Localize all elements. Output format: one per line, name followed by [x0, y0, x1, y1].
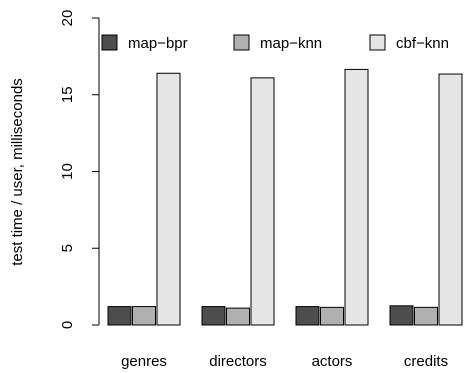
bar-credits-2: [414, 306, 438, 326]
x-tick-label: actors: [312, 353, 353, 370]
bars: [107, 68, 463, 326]
y-tick-label: 15: [59, 86, 76, 103]
bar-directors-2: [226, 307, 250, 326]
y-tick-label: 5: [59, 244, 76, 252]
legend-label: map−bpr: [128, 35, 188, 52]
y-tick-label: 0: [59, 321, 76, 329]
legend-label: map−knn: [260, 35, 322, 52]
bar-credits-1: [389, 305, 414, 326]
x-tick-label: directors: [209, 353, 267, 370]
x-tick-label: genres: [121, 353, 167, 370]
legend-swatch: [101, 34, 118, 51]
bar-genres-3: [156, 72, 181, 326]
x-tick-labels: genres directors actors credits: [121, 353, 448, 370]
bar-directors-1: [201, 306, 226, 326]
y-axis-label: test time / user, milliseconds: [9, 78, 26, 266]
y-tick-label: 10: [59, 163, 76, 180]
x-tick-label: credits: [404, 353, 448, 370]
legend-label: cbf−knn: [396, 35, 449, 52]
bar-genres-1: [107, 306, 132, 326]
bar-actors-1: [295, 306, 320, 326]
bar-directors-3: [250, 77, 275, 326]
y-ticks: 0 5 10 15 20: [59, 10, 99, 329]
bar-actors-2: [320, 306, 344, 326]
bar-genres-2: [132, 306, 156, 326]
bar-credits-3: [438, 73, 463, 326]
legend-swatch: [369, 34, 386, 51]
legend-swatch: [233, 34, 250, 51]
bar-actors-3: [344, 68, 369, 326]
legend: map−bpr map−knn cbf−knn: [101, 34, 449, 52]
y-tick-label: 20: [59, 10, 76, 27]
